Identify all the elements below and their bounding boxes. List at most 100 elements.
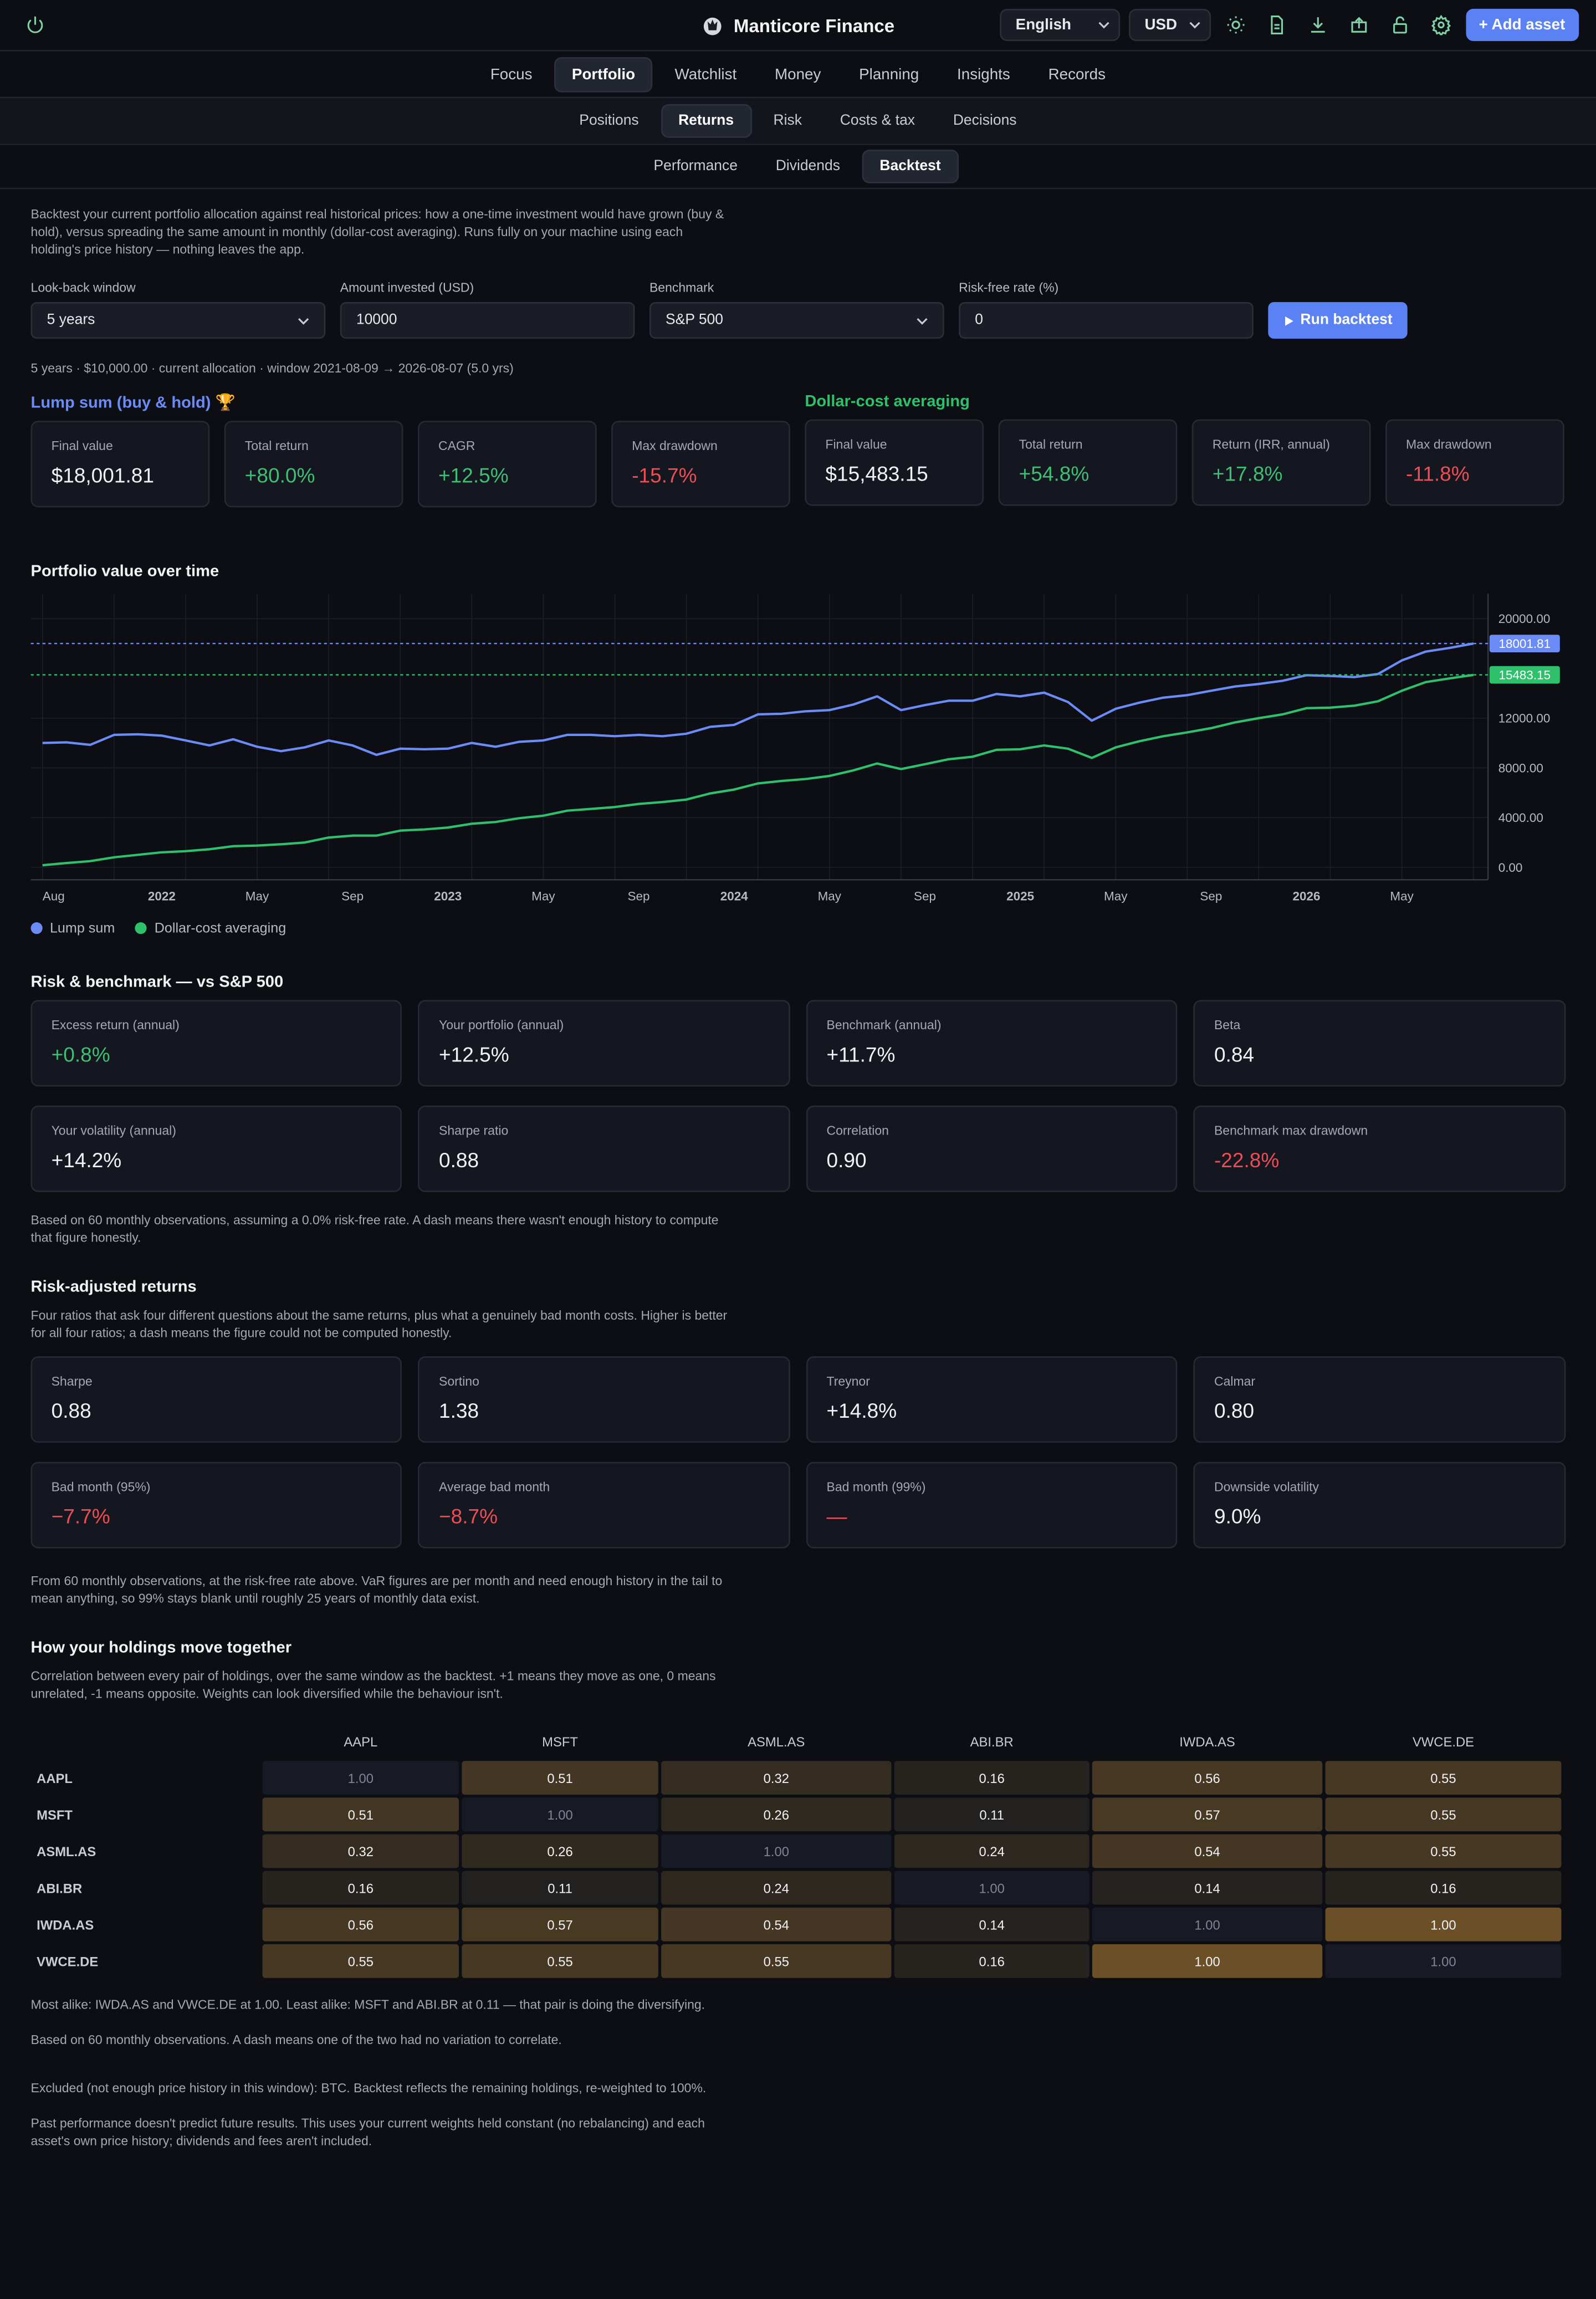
metric-value: +54.8% <box>1019 462 1089 486</box>
metric-value: +0.8% <box>51 1042 110 1066</box>
subsubtab-dividends[interactable]: Dividends <box>775 158 840 175</box>
chevron-down-icon <box>917 317 928 324</box>
metric-label: Bad month (95%) <box>51 1479 151 1494</box>
matrix-cell: 0.55 <box>661 1944 892 1978</box>
risk-adjusted-desc: Four ratios that ask four different ques… <box>30 1307 728 1340</box>
tab-focus[interactable]: Focus <box>490 65 533 83</box>
matrix-cell: 0.32 <box>262 1834 459 1868</box>
download-button[interactable] <box>1302 9 1334 41</box>
download-icon <box>1311 17 1324 33</box>
matrix-cell: 0.55 <box>262 1944 459 1978</box>
metric-card-final-value: Final value $15,483.15 <box>805 419 984 506</box>
tab-watchlist[interactable]: Watchlist <box>674 65 737 83</box>
legend-swatch <box>30 922 43 934</box>
currency-select[interactable]: USD <box>1128 8 1211 42</box>
settings-button[interactable] <box>1425 9 1457 41</box>
metric-value: 0.90 <box>826 1148 867 1172</box>
metric-label: Max drawdown <box>1406 437 1492 452</box>
benchmark-label: Benchmark <box>649 280 714 295</box>
power-icon[interactable] <box>25 14 45 35</box>
risk-cards: Excess return (annual) +0.8% Your portfoli… <box>30 1000 1566 1192</box>
lump-sum-line <box>42 642 1474 757</box>
matrix-row-label: VWCE.DE <box>37 1954 99 1969</box>
matrix-row: VWCE.DE 0.55 0.55 0.55 0.16 1.00 1.00 <box>34 1944 1562 1978</box>
x-tick-label: Sep <box>341 889 364 903</box>
metric-label: Average bad month <box>439 1479 550 1494</box>
tab-portfolio[interactable]: Portfolio <box>554 56 653 92</box>
matrix-cell: 0.16 <box>894 1944 1089 1978</box>
metric-value: $18,001.81 <box>51 463 154 487</box>
chevron-down-icon <box>1098 22 1109 29</box>
metric-card-sortino: Sortino 1.38 <box>418 1356 790 1443</box>
metric-label: Final value <box>51 438 113 453</box>
risk-adjusted-section: Risk-adjusted returns Four ratios that a… <box>30 1279 1566 1607</box>
document-icon <box>1270 15 1283 34</box>
metric-card-sharpe-ratio: Sharpe ratio 0.88 <box>418 1105 790 1192</box>
metric-card-benchmark-max-drawdown: Benchmark max drawdown -22.8% <box>1193 1105 1566 1192</box>
metric-card-your-portfolio-annual: Your portfolio (annual) +12.5% <box>418 1000 790 1087</box>
y-tick-label: 0.00 <box>1498 861 1523 875</box>
metric-label: Your portfolio (annual) <box>439 1017 564 1033</box>
subtab-costs-tax[interactable]: Costs & tax <box>840 113 915 129</box>
legend-label: Dollar-cost averaging <box>154 921 287 937</box>
report-button[interactable] <box>1260 9 1292 41</box>
matrix-cell: 1.00 <box>894 1871 1089 1905</box>
tab-money[interactable]: Money <box>774 65 821 83</box>
metric-card-treynor: Treynor +14.8% <box>806 1356 1178 1443</box>
matrix-column-header: IWDA.AS <box>1179 1734 1235 1750</box>
y-tick-label: 4000.00 <box>1498 811 1543 825</box>
lookback-select[interactable]: 5 years <box>30 302 326 339</box>
tab-insights[interactable]: Insights <box>957 65 1010 83</box>
metric-value: +80.0% <box>244 463 315 487</box>
metric-value: +12.5% <box>438 463 509 487</box>
matrix-cell: 0.54 <box>661 1907 892 1942</box>
correlation-matrix: AAPL MSFT ASML.AS ABI.BR IWDA.AS VWCE.DE AAPL 1… <box>31 1723 1564 1981</box>
risk-adjusted-cards: Sharpe 0.88 Sortino 1.38 Treynor +14.8% Calmar… <box>30 1356 1566 1549</box>
lock-button[interactable] <box>1384 9 1416 41</box>
matrix-cell: 1.00 <box>661 1834 892 1868</box>
x-tick-label: May <box>818 889 842 903</box>
run-backtest-button[interactable]: Run backtest <box>1268 302 1408 339</box>
tab-planning[interactable]: Planning <box>859 65 919 83</box>
amount-input[interactable]: 10000 <box>340 302 635 339</box>
metric-card-sharpe: Sharpe 0.88 <box>30 1356 402 1443</box>
export-button[interactable] <box>1343 9 1375 41</box>
subsubtab-performance[interactable]: Performance <box>653 158 738 175</box>
matrix-cell: 1.00 <box>262 1761 459 1795</box>
risk-free-input[interactable]: 0 <box>959 302 1254 339</box>
subtab-returns[interactable]: Returns <box>661 104 751 138</box>
subtab-risk[interactable]: Risk <box>773 113 802 129</box>
secondary-nav: Positions Returns Risk Costs & tax Decisions <box>0 98 1596 145</box>
metric-card-return-irr-annual: Return (IRR, annual) +17.8% <box>1191 419 1371 506</box>
language-select[interactable]: English <box>999 8 1120 42</box>
metric-value: −7.7% <box>51 1504 110 1528</box>
theme-toggle-button[interactable] <box>1219 9 1251 41</box>
subsubtab-backtest[interactable]: Backtest <box>862 149 959 183</box>
subtab-positions[interactable]: Positions <box>579 113 639 129</box>
matrix-cell: 0.24 <box>894 1834 1089 1868</box>
correlation-summary: Most alike: IWDA.AS and VWCE.DE at 1.00.… <box>30 1997 705 2012</box>
tab-records[interactable]: Records <box>1048 65 1106 83</box>
correlation-desc: Correlation between every pair of holdin… <box>30 1668 716 1701</box>
matrix-cell: 0.55 <box>1325 1797 1562 1832</box>
x-tick-label: 2024 <box>720 889 748 903</box>
matrix-cell: 0.11 <box>462 1871 658 1905</box>
add-asset-button[interactable]: + Add asset <box>1465 8 1579 42</box>
portfolio-value-chart: 0.00 4000.00 8000.00 12000.00 20000.00 Aug 202… <box>30 594 1560 903</box>
benchmark-select[interactable]: S&P 500 <box>649 302 944 339</box>
metric-card-max-drawdown: Max drawdown -15.7% <box>611 421 790 508</box>
excluded-note: Excluded (not enough price history in th… <box>30 2080 707 2096</box>
matrix-cell: 0.26 <box>462 1834 658 1868</box>
metric-label: Sharpe ratio <box>439 1123 509 1138</box>
metric-card-bad-month-99: Bad month (99%) — <box>806 1462 1178 1549</box>
top-bar: Manticore Finance English USD + Add asse… <box>0 0 1596 52</box>
x-tick-label: May <box>1104 889 1128 903</box>
metric-card-calmar: Calmar 0.80 <box>1193 1356 1566 1443</box>
language-value: English <box>1015 16 1071 34</box>
amount-value: 10000 <box>356 312 397 329</box>
chevron-down-icon <box>1189 22 1200 29</box>
legend-lump-sum: Lump sum <box>30 921 115 937</box>
lump-sum-cards: Final value $18,001.81 Total return +80.0% C… <box>30 421 790 508</box>
primary-nav: Focus Portfolio Watchlist Money Planning Insi… <box>0 52 1596 99</box>
subtab-decisions[interactable]: Decisions <box>953 113 1017 129</box>
